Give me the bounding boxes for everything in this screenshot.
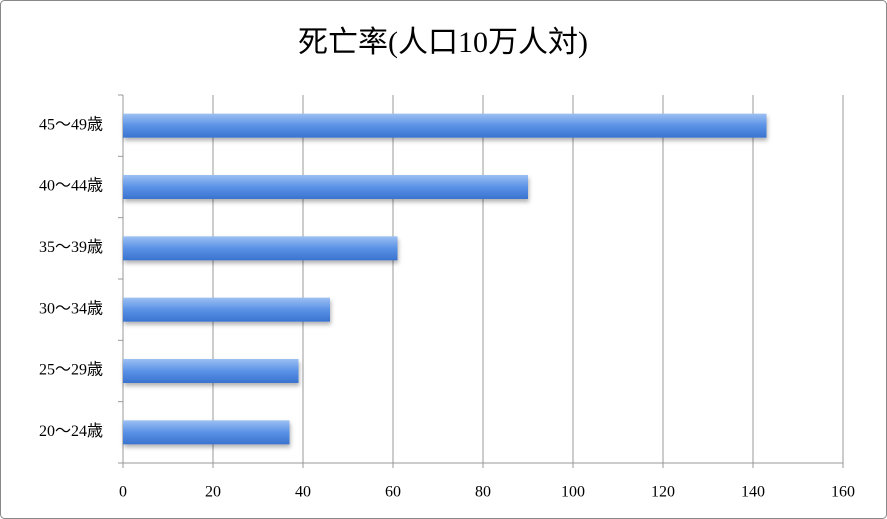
x-tick-label: 160 <box>831 484 855 501</box>
bar <box>123 420 290 445</box>
x-tick-label: 80 <box>475 484 491 501</box>
y-tick-label: 40〜44歳 <box>39 177 103 195</box>
x-tick-label: 60 <box>385 484 401 501</box>
bar <box>123 359 299 383</box>
x-tick-label: 140 <box>741 484 765 501</box>
y-tick-label: 45〜49歳 <box>39 115 103 133</box>
y-tick-label: 35〜39歳 <box>39 238 103 256</box>
bar <box>123 175 528 199</box>
y-tick-label: 25〜29歳 <box>39 361 103 379</box>
x-tick-label: 0 <box>119 484 127 501</box>
bar <box>123 236 398 261</box>
bar <box>123 113 767 138</box>
x-tick-label: 20 <box>205 484 221 501</box>
chart-title: 死亡率(人口10万人対) <box>298 26 588 59</box>
y-tick-label: 30〜34歳 <box>39 299 103 317</box>
bar <box>123 297 330 322</box>
x-tick-label: 40 <box>295 484 311 501</box>
x-tick-label: 120 <box>651 484 675 501</box>
y-tick-label: 20〜24歳 <box>39 422 103 440</box>
x-tick-label: 100 <box>561 484 585 501</box>
